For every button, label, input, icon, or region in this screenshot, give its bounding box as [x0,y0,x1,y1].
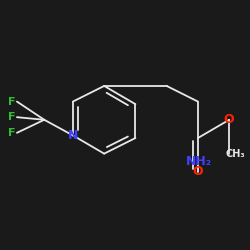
Text: F: F [8,112,16,122]
Text: O: O [224,113,234,126]
Text: N: N [68,129,78,142]
Text: F: F [8,96,16,106]
Text: NH₂: NH₂ [186,155,212,168]
Text: F: F [8,128,16,138]
Text: CH₃: CH₃ [226,149,246,159]
Text: O: O [192,165,203,178]
